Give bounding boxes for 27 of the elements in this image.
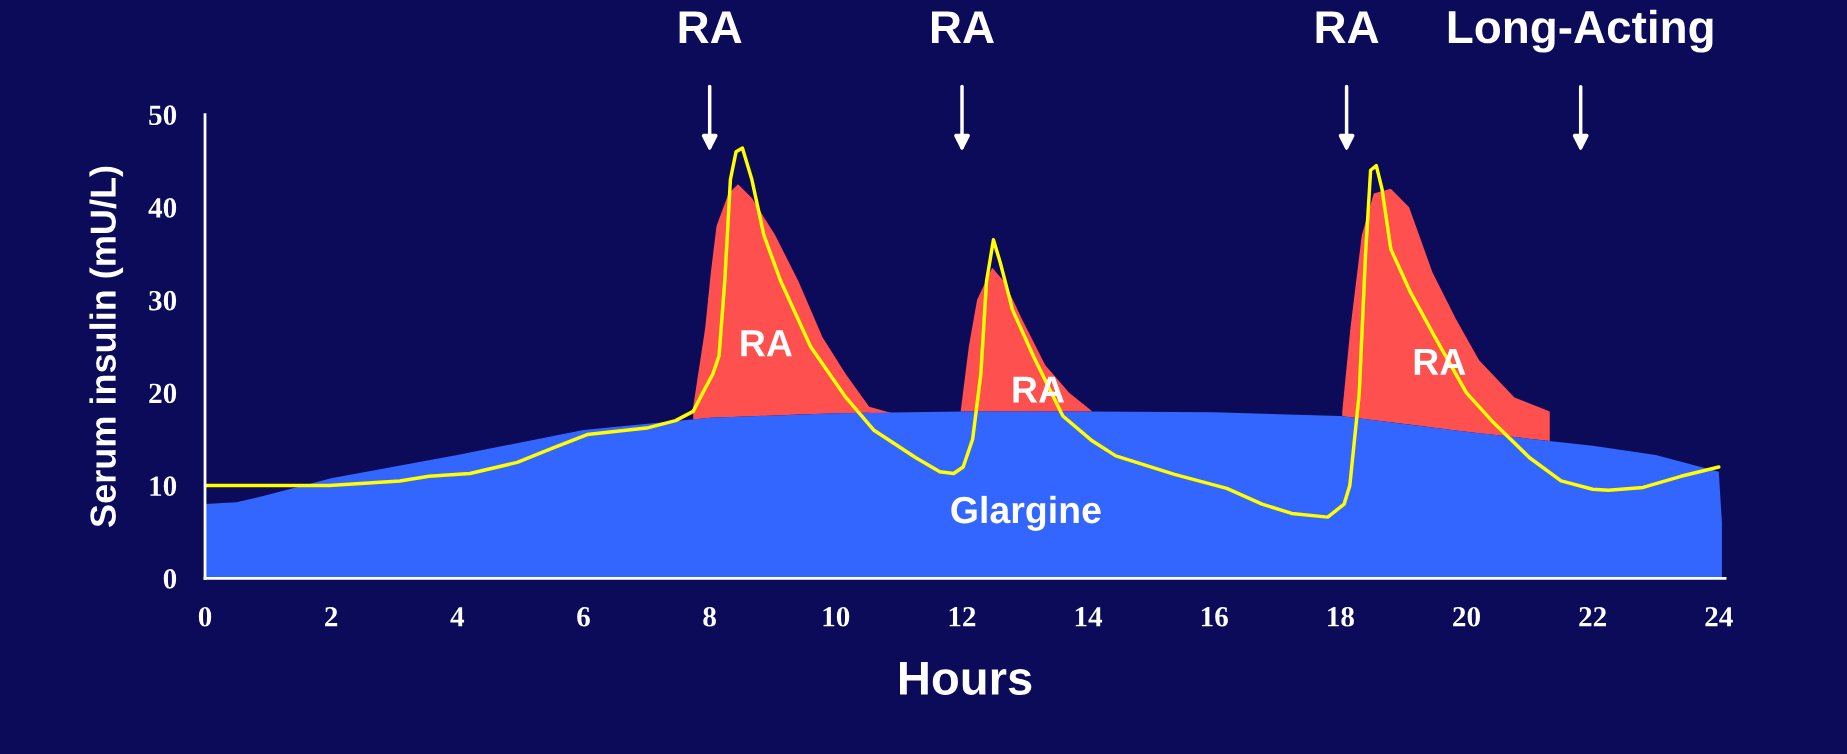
y-tick-label: 20 xyxy=(149,383,177,404)
text: RA xyxy=(931,11,994,43)
x-tick-label: 6 xyxy=(577,607,590,627)
x-tick-label: 10 xyxy=(823,606,850,627)
y-tick-label: 10 xyxy=(150,476,177,496)
x-tick-label: 2 xyxy=(325,607,338,627)
y-axis-title: Serum insulin (mU/L) xyxy=(89,166,124,527)
x-tick-label: 20 xyxy=(1453,606,1480,627)
x-tick-label: 8 xyxy=(703,606,716,627)
annotation: Glargine xyxy=(951,495,1101,531)
y-tick-label: 30 xyxy=(149,290,177,311)
x-tick-label: 4 xyxy=(450,607,465,627)
text: Long-Acting xyxy=(1448,9,1713,53)
x-tick-label: 18 xyxy=(1328,606,1354,627)
x-axis-title: Hours xyxy=(900,662,1032,696)
x-tick-label: 22 xyxy=(1579,607,1606,627)
y-tick-label: 50 xyxy=(149,105,177,126)
y-tick-label: 0 xyxy=(163,569,177,589)
x-tick-label: 16 xyxy=(1201,607,1228,627)
text: RA xyxy=(679,11,742,43)
x-tick-label: 24 xyxy=(1705,607,1733,627)
y-tick-label: 40 xyxy=(148,198,177,218)
text: RA xyxy=(1316,11,1379,43)
x-tick-label: 14 xyxy=(1075,607,1103,627)
x-tick-label: 12 xyxy=(949,607,976,627)
annotation: RA xyxy=(741,330,793,357)
x-tick-label: 0 xyxy=(198,606,212,627)
